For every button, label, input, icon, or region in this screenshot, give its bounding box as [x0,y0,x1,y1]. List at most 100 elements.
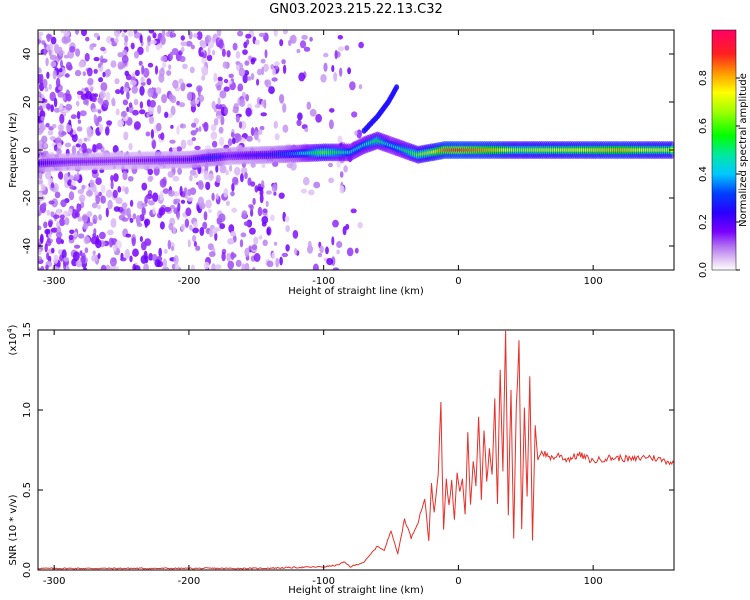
noise-speckle [130,42,135,50]
noise-speckle [173,254,179,265]
noise-speckle [121,202,128,209]
noise-speckle [89,180,95,189]
noise-speckle [61,36,68,44]
noise-speckle [66,89,70,95]
noise-speckle [191,122,197,128]
noise-speckle [140,81,146,86]
noise-speckle [244,247,250,257]
noise-speckle [100,195,106,204]
noise-speckle [91,254,98,262]
noise-speckle [138,60,143,66]
noise-speckle [219,90,227,99]
noise-speckle [349,81,356,91]
noise-speckle [78,147,83,152]
noise-speckle [63,173,69,183]
noise-speckle [51,247,55,254]
colorbar-tick-label: 0.0 [698,262,709,278]
noise-speckle [223,106,229,116]
noise-speckle [180,199,186,204]
noise-speckle [134,69,140,77]
noise-speckle [49,136,56,141]
noise-speckle [39,73,44,84]
noise-speckle [77,119,82,124]
noise-speckle [250,127,255,137]
y-tick-label: 40 [22,48,33,61]
noise-speckle [337,35,343,40]
snr-x-axis-label: Height of straight line (km) [288,585,424,596]
colorbar-tick-label: 0.4 [698,166,709,182]
noise-speckle [118,64,126,69]
noise-speckle [128,143,133,151]
noise-speckle [207,173,214,182]
noise-speckle [230,251,235,261]
noise-speckle [89,43,94,51]
noise-speckle [83,137,88,142]
noise-speckle [219,223,226,230]
noise-speckle [122,99,129,106]
noise-speckle [271,183,278,193]
noise-speckle [65,61,72,70]
noise-speckle [271,252,276,260]
noise-speckle [171,263,176,270]
noise-speckle [169,139,176,144]
noise-speckle [69,229,75,235]
noise-speckle [218,213,226,222]
noise-speckle [225,200,230,206]
noise-speckle [82,215,87,221]
noise-speckle [47,103,51,111]
noise-speckle [144,195,148,204]
noise-speckle [146,112,150,118]
noise-speckle [245,39,250,45]
noise-speckle [126,207,131,217]
noise-speckle [149,100,156,108]
noise-speckle [123,41,128,47]
noise-speckle [357,221,363,229]
noise-speckle [262,239,268,247]
noise-speckle [52,214,60,219]
noise-speckle [286,162,294,169]
noise-speckle [121,110,127,118]
noise-speckle [158,73,165,83]
noise-speckle [252,266,256,270]
noise-speckle [126,91,130,100]
noise-speckle [38,248,42,256]
noise-speckle [44,243,48,253]
noise-speckle [239,99,246,107]
noise-speckle [200,40,207,49]
noise-speckle [185,40,193,47]
noise-speckle [308,189,315,196]
noise-speckle [284,215,290,223]
noise-speckle [78,233,85,239]
noise-speckle [268,86,275,95]
noise-speckle [100,264,107,270]
noise-speckle [203,211,208,221]
noise-speckle [235,61,241,65]
noise-speckle [260,112,268,117]
noise-speckle [147,105,155,115]
noise-speckle [237,30,244,37]
noise-speckle [59,218,66,227]
noise-speckle [162,188,170,194]
noise-speckle [59,113,65,124]
noise-speckle [186,83,193,88]
x-tick-label: -100 [312,276,335,287]
noise-speckle [127,30,134,37]
noise-speckle [38,67,42,74]
trace-branch [394,84,400,91]
noise-speckle [198,126,202,132]
noise-speckle [46,33,51,42]
noise-speckle [55,231,63,238]
noise-speckle [238,121,243,129]
noise-speckle [162,258,167,268]
noise-speckle [38,199,41,206]
noise-speckle [76,90,84,95]
noise-speckle [105,207,109,218]
y-tick-label: -40 [22,238,33,254]
noise-speckle [82,222,89,230]
noise-speckle [54,191,61,199]
noise-speckle [159,178,167,188]
noise-speckle [56,236,62,245]
noise-speckle [166,70,172,76]
noise-speckle [257,129,263,135]
noise-speckle [241,263,246,270]
